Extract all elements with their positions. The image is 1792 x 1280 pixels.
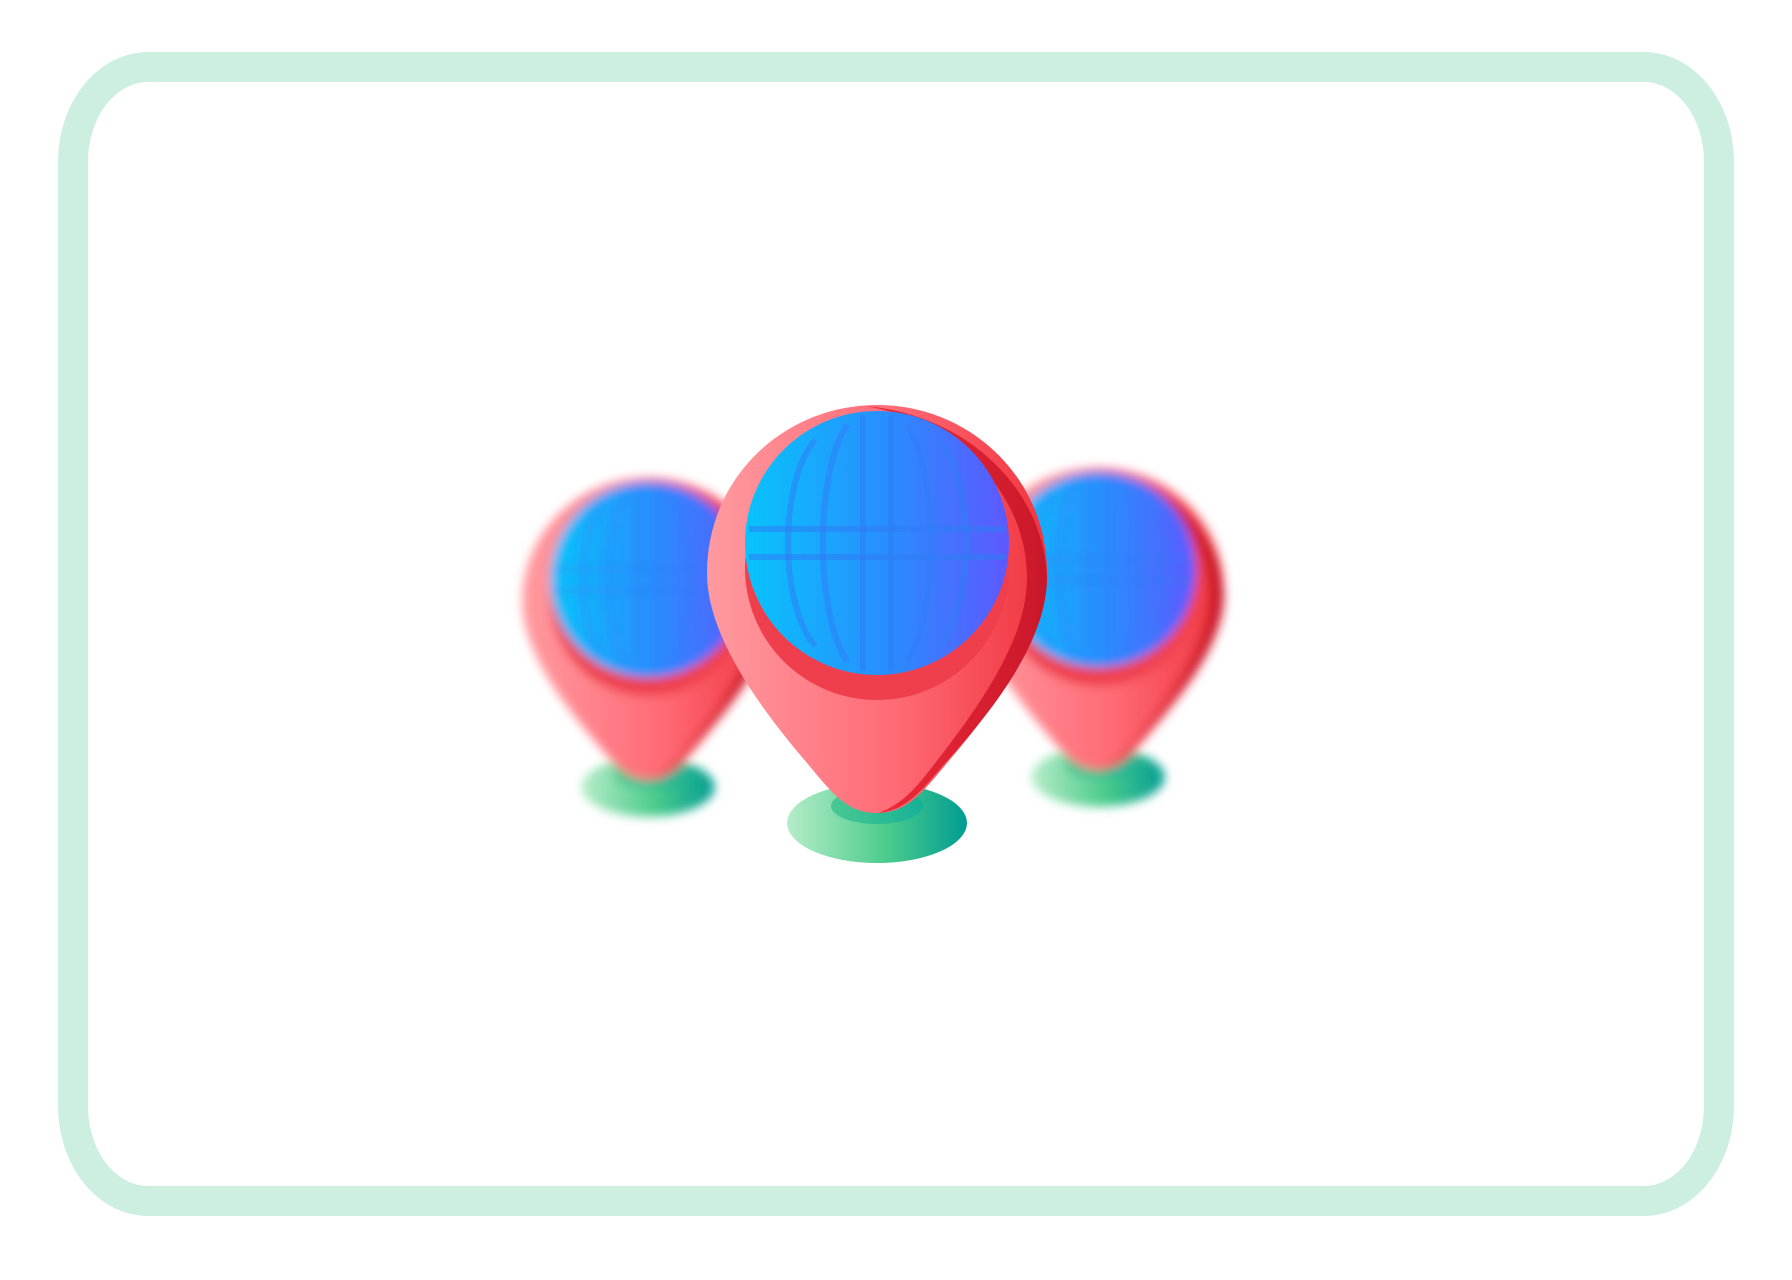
location-pin-globe-icon: [707, 405, 1047, 863]
rounded-frame: [58, 52, 1734, 1216]
